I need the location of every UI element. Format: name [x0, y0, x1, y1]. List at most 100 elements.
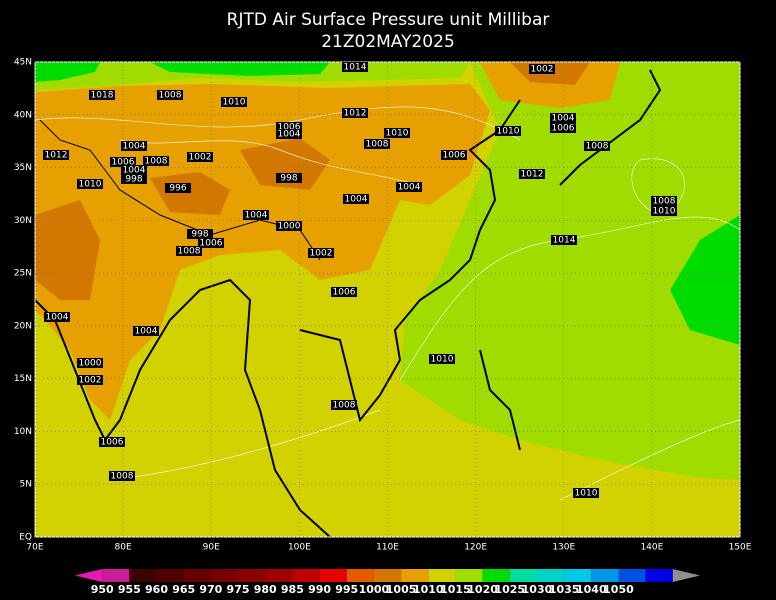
- contour-label-bg: [495, 126, 521, 136]
- lat-tick-label: 10N: [14, 427, 32, 437]
- contour-label-bg: [77, 375, 103, 385]
- colorbar-box: [129, 569, 157, 582]
- contour-label: 1010: [223, 98, 246, 108]
- title: RJTD Air Surface Pressure unit Millibar: [227, 10, 550, 30]
- contour-label: 1010: [386, 129, 409, 139]
- contour-label-bg: [342, 108, 368, 118]
- contour-label: 1006: [112, 158, 135, 168]
- lon-tick-label: 130E: [552, 543, 575, 553]
- contour-label-bg: [331, 400, 357, 410]
- lon-tick-label: 150E: [729, 543, 752, 553]
- contour-label-bg: [43, 150, 69, 160]
- colorbar-box: [455, 569, 483, 582]
- contour-label-bg: [573, 488, 599, 498]
- colorbar-label: 1040: [576, 583, 607, 596]
- contour-label: 1008: [159, 91, 182, 101]
- contour-label: 1010: [575, 489, 598, 499]
- contour-label: 1004: [46, 313, 69, 323]
- colorbar-box: [210, 569, 239, 582]
- contour-label-bg: [89, 90, 115, 100]
- contour-label-bg: [396, 182, 422, 192]
- contour-label: 1004: [135, 327, 158, 337]
- contour-label: 1010: [653, 207, 676, 217]
- contour-label-bg: [99, 437, 125, 447]
- contour-label-bg: [584, 141, 610, 151]
- contour-label: 1008: [586, 142, 609, 152]
- contour-label: 1000: [79, 359, 102, 369]
- colorbar-label: 1025: [494, 583, 525, 596]
- contour-label-bg: [331, 287, 357, 297]
- colorbar-label: 970: [199, 583, 222, 596]
- colorbar-label: 950: [91, 583, 114, 596]
- lon-tick-label: 140E: [640, 543, 663, 553]
- subtitle: 21Z02MAY2025: [321, 32, 455, 52]
- colorbar-box: [509, 569, 537, 582]
- isobar: [119, 139, 421, 186]
- contour-label-bg: [187, 152, 213, 162]
- coastline: [559, 69, 662, 186]
- contour-label-bg: [276, 129, 302, 139]
- contour-label-bg: [364, 139, 390, 149]
- lon-tick-label: 100E: [288, 543, 311, 553]
- contour-label: 1014: [553, 236, 576, 246]
- contour-label: 1000: [278, 222, 301, 232]
- contour-label-bg: [308, 248, 334, 258]
- colorbar-label: 955: [118, 583, 141, 596]
- colorbar-box: [102, 569, 130, 582]
- colorbar-label: 985: [281, 583, 304, 596]
- lon-tick-label: 80E: [115, 543, 132, 553]
- lat-tick-label: 15N: [14, 374, 32, 384]
- lat-tick-label: 20N: [14, 321, 32, 331]
- contour-label-bg: [77, 179, 103, 189]
- contour-label: 1008: [653, 197, 676, 207]
- contour-label-bg: [651, 196, 677, 206]
- contour-label-bg: [109, 471, 135, 481]
- coastline: [34, 278, 331, 538]
- isobar: [34, 106, 521, 141]
- contour-label-bg: [441, 150, 467, 160]
- isobar: [109, 409, 381, 481]
- contour-label: 1004: [123, 142, 146, 152]
- colorbar-label: 1010: [413, 583, 444, 596]
- lat-tick-label: 35N: [14, 163, 32, 173]
- contour-label: 1012: [45, 151, 68, 161]
- contour-label: 1004: [345, 195, 368, 205]
- lon-tick-label: 120E: [464, 543, 487, 553]
- colorbar-box: [564, 569, 592, 582]
- contour-label-bg: [651, 206, 677, 216]
- colorbar-box: [536, 569, 565, 582]
- contour-label-bg: [187, 229, 213, 239]
- contour-label: 1002: [189, 153, 212, 163]
- lat-tick-label: 25N: [14, 269, 32, 279]
- colorbar-label: 1000: [359, 583, 390, 596]
- contour-label-bg: [519, 169, 545, 179]
- lat-tick-label: EQ: [19, 533, 32, 543]
- colorbar-label: 965: [172, 583, 195, 596]
- contour-label: 1010: [497, 127, 520, 137]
- contour-label: 1004: [123, 166, 146, 176]
- contour-label: 1004: [245, 211, 268, 221]
- contour-label-bg: [121, 141, 147, 151]
- contour-label-bg: [550, 113, 576, 123]
- contour-label-bg: [133, 326, 159, 336]
- colorbar-box: [618, 569, 646, 582]
- field-1010: [400, 62, 740, 480]
- contour-label: 1006: [443, 151, 466, 161]
- colorbar-label: 1005: [386, 583, 417, 596]
- contour-label: 998: [125, 175, 142, 185]
- contour-label: 1004: [278, 130, 301, 140]
- colorbar-box: [319, 569, 347, 582]
- contour-label: 1008: [145, 157, 168, 167]
- contour-label: 1002: [310, 249, 333, 259]
- colorbar-label: 990: [308, 583, 331, 596]
- contour-label-bg: [276, 173, 302, 183]
- contour-label-bg: [551, 235, 577, 245]
- contour-label-bg: [276, 221, 302, 231]
- contour-label-bg: [529, 64, 555, 74]
- contour-label-bg: [157, 90, 183, 100]
- contour-label: 1002: [531, 65, 554, 75]
- contour-label: 1006: [200, 239, 223, 249]
- contour-label-bg: [165, 183, 191, 193]
- contour-label: 996: [169, 184, 186, 194]
- contour-label-bg: [384, 128, 410, 138]
